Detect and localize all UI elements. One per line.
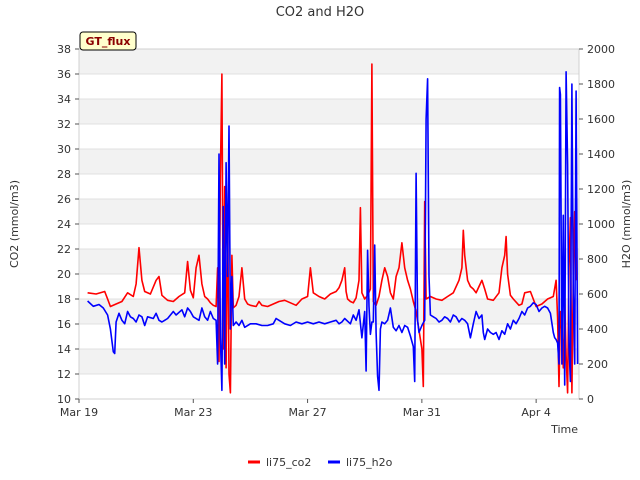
right-axis: 0 200 400 600 800 1000 1200 1400 1600 1800 2000 xyxy=(579,43,615,406)
series-line-li75_co2 xyxy=(87,63,577,394)
x-axis: Mar 19 Mar 23 Mar 27 Mar 31 Apr 4 xyxy=(60,399,551,419)
left-tick-label: 24 xyxy=(57,218,71,231)
x-axis-label: Time xyxy=(550,423,578,436)
left-tick-label: 36 xyxy=(57,68,71,81)
left-tick-label: 32 xyxy=(57,118,71,131)
legend: li75_co2 li75_h2o xyxy=(248,456,393,469)
chart-title: CO2 and H2O xyxy=(276,5,365,20)
right-tick-label: 1400 xyxy=(587,148,615,161)
right-tick-label: 1000 xyxy=(587,218,615,231)
right-tick-label: 1200 xyxy=(587,183,615,196)
right-tick-label: 1800 xyxy=(587,78,615,91)
left-tick-label: 28 xyxy=(57,168,71,181)
left-tick-label: 12 xyxy=(57,368,71,381)
y-axis-right-label: H2O (mmol/m3) xyxy=(620,180,633,269)
right-tick-label: 800 xyxy=(587,253,608,266)
right-tick-label: 400 xyxy=(587,323,608,336)
background-band xyxy=(79,199,579,224)
background-band xyxy=(79,149,579,174)
left-axis: 10 12 14 16 18 20 22 24 26 28 30 32 34 36 38 xyxy=(57,43,79,406)
right-tick-label: 200 xyxy=(587,358,608,371)
background-band xyxy=(79,49,579,74)
left-tick-label: 30 xyxy=(57,143,71,156)
x-tick-label: Mar 27 xyxy=(288,406,326,419)
left-tick-label: 18 xyxy=(57,293,71,306)
x-tick-label: Mar 31 xyxy=(403,406,441,419)
right-tick-label: 0 xyxy=(587,393,594,406)
y-axis-left-label: CO2 (mmol/m3) xyxy=(8,180,21,268)
background-band xyxy=(79,299,579,324)
x-tick-label: Mar 23 xyxy=(174,406,212,419)
right-tick-label: 600 xyxy=(587,288,608,301)
background-band xyxy=(79,349,579,374)
right-tick-label: 2000 xyxy=(587,43,615,56)
background-bands xyxy=(79,49,579,374)
left-tick-label: 16 xyxy=(57,318,71,331)
x-tick-label: Apr 4 xyxy=(521,406,551,419)
left-tick-label: 26 xyxy=(57,193,71,206)
site-badge-box xyxy=(79,31,137,51)
series-layer xyxy=(87,63,579,394)
legend-label-li75_co2: li75_co2 xyxy=(266,456,311,469)
left-tick-label: 34 xyxy=(57,93,71,106)
series-line-li75_h2o xyxy=(87,71,579,392)
x-tick-label: Mar 19 xyxy=(60,406,98,419)
right-tick-label: 1600 xyxy=(587,113,615,126)
left-tick-label: 38 xyxy=(57,43,71,56)
left-tick-label: 20 xyxy=(57,268,71,281)
site-badge: GT_flux xyxy=(79,31,137,51)
left-tick-label: 22 xyxy=(57,243,71,256)
left-tick-label: 10 xyxy=(57,393,71,406)
legend-label-li75_h2o: li75_h2o xyxy=(346,456,393,469)
left-tick-label: 14 xyxy=(57,343,71,356)
background-band xyxy=(79,99,579,124)
site-badge-label: GT_flux xyxy=(86,35,131,48)
background-band xyxy=(79,249,579,274)
